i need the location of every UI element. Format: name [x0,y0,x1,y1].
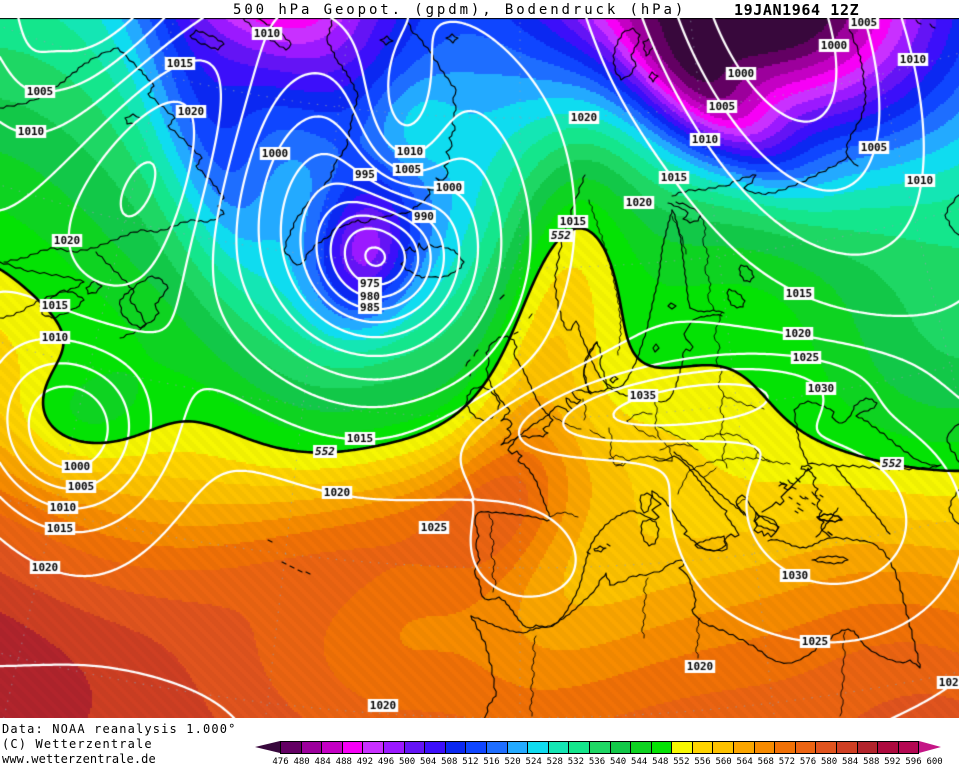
colorbar-cell [528,742,549,753]
colorbar-tick-label: 536 [588,757,606,767]
colorbar-cell [672,742,693,753]
colorbar-cell [734,742,755,753]
map-title: 500 hPa Geopot. (gpdm), Bodendruck (hPa) [233,2,687,18]
colorbar-cell [692,742,714,753]
colorbar-cell [631,742,652,753]
colorbar-tick-label: 480 [293,757,310,767]
colorbar-cell [404,742,426,753]
colorbar-cell [713,742,735,753]
colorbar-cell [445,742,467,753]
colorbar-cell [322,742,343,753]
colorbar-cell [342,742,364,753]
weather-map [0,18,959,718]
colorbar-cell [878,742,899,753]
colorbar-tick-label: 548 [652,757,669,767]
colorbar-tick-label: 528 [546,757,563,767]
colorbar-tick-label: 500 [398,757,416,767]
colorbar-cell [548,742,570,753]
colorbar [255,741,942,754]
colorbar-tick-label: 488 [335,757,352,767]
colorbar-tick-label: 572 [778,757,796,767]
colorbar-tick-label: 524 [525,757,542,767]
footer-copyright: (C) Wetterzentrale [2,737,153,751]
colorbar-tick-label: 476 [272,757,289,767]
colorbar-tick-label: 568 [757,757,774,767]
colorbar-cell [383,742,405,753]
footer-data-source: Data: NOAA reanalysis 1.000° [2,722,237,736]
colorbar-tick-label: 484 [314,757,331,767]
colorbar-cell [281,742,302,753]
colorbar-cell [898,742,919,753]
colorbar-cell [610,742,632,753]
colorbar-tick-label: 560 [715,757,732,767]
map-datetime: 19JAN1964 12Z [734,1,860,19]
colorbar-tick-label: 592 [884,757,901,767]
colorbar-tick-label: 576 [799,757,817,767]
colorbar-tick-label: 584 [842,757,859,767]
colorbar-below-arrow [255,741,280,753]
colorbar-cell [775,742,796,753]
colorbar-cell [301,742,323,753]
map-footer: Data: NOAA reanalysis 1.000° (C) Wetterz… [2,722,237,767]
colorbar-cell [425,742,446,753]
colorbar-cell [569,742,590,753]
colorbar-tick-label: 508 [441,757,458,767]
colorbar-cells [280,741,920,754]
colorbar-cell [466,742,487,753]
colorbar-tick-label: 556 [694,757,711,767]
colorbar-tick-label: 600 [926,757,943,767]
colorbar-cell [816,742,838,753]
colorbar-cell [795,742,817,753]
colorbar-tick-label: 544 [631,757,648,767]
colorbar-tick-label: 516 [483,757,500,767]
footer-website: www.wetterzentrale.de [2,752,156,766]
colorbar-tick-label: 532 [567,757,585,767]
colorbar-tick-label: 496 [377,757,395,767]
colorbar-cell [651,742,673,753]
colorbar-tick-label: 492 [356,757,374,767]
colorbar-tick-label: 580 [820,757,838,767]
colorbar-tick-label: 588 [863,757,880,767]
colorbar-cell [589,742,611,753]
colorbar-tick-label: 564 [736,757,753,767]
colorbar-tick-label: 596 [905,757,922,767]
colorbar-tick-label: 540 [609,757,627,767]
colorbar-cell [837,742,858,753]
colorbar-above-arrow [919,741,942,753]
colorbar-tick-label: 520 [504,757,521,767]
colorbar-cell [363,742,384,753]
colorbar-cell [857,742,879,753]
colorbar-cell [754,742,776,753]
colorbar-tick-label: 504 [420,757,437,767]
colorbar-cell [507,742,529,753]
colorbar-labels: 476 480 484 488 492 496 500 504 508 512 516 520 524 5… [0,757,959,768]
colorbar-tick-label: 512 [462,757,479,767]
colorbar-tick-label: 552 [673,757,690,767]
colorbar-cell [486,742,508,753]
